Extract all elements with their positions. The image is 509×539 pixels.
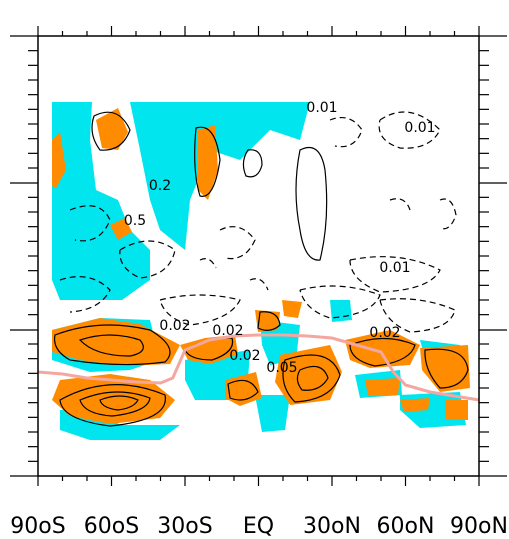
solid-contour	[91, 111, 131, 151]
positive-region	[255, 310, 280, 332]
x-tick-labels: 90oS 60oS 30oS EQ 30oN 60oN 90oN	[10, 514, 508, 539]
dashed-contour	[439, 198, 457, 230]
dashed-contour	[329, 117, 363, 148]
dashed-contour	[159, 294, 241, 326]
positive-region	[225, 372, 262, 406]
x-tick-label: 90oN	[450, 514, 508, 539]
solid-contour	[295, 146, 328, 261]
positive-region	[96, 108, 128, 150]
positive-region	[345, 330, 420, 368]
positive-region	[110, 218, 132, 240]
positive-region	[198, 125, 218, 200]
solid-contour	[53, 324, 171, 366]
positive-region	[180, 335, 238, 364]
positive-region	[400, 398, 430, 412]
dashed-contour	[299, 285, 381, 319]
positive-region	[445, 400, 468, 420]
contour-lines	[53, 111, 469, 427]
contour-label: 0.2	[149, 178, 171, 194]
solid-contour	[296, 365, 329, 391]
x-tick-label: 90oS	[10, 514, 65, 539]
contour-label: 0.01	[404, 120, 435, 136]
contour-label: 0.01	[306, 100, 337, 116]
positive-region	[365, 378, 400, 396]
overlay-curve	[37, 333, 480, 402]
negative-region	[255, 395, 290, 432]
contour-label: 0.02	[212, 323, 243, 339]
solid-contour	[349, 337, 416, 367]
contour-label: 0.5	[124, 213, 146, 229]
solid-contour	[78, 334, 144, 357]
solid-contour	[194, 126, 221, 197]
solid-contour	[227, 379, 259, 401]
negative-region	[330, 300, 352, 322]
contour-label: 0.05	[266, 360, 297, 376]
x-tick-label: 30oS	[157, 514, 212, 539]
dashed-contour	[119, 240, 176, 279]
contour-label: 0.02	[159, 318, 190, 334]
positive-region	[275, 345, 342, 405]
positive-region	[52, 132, 66, 188]
dashed-contour	[249, 278, 269, 291]
x-tick-label: 60oN	[377, 514, 435, 539]
solid-contour	[242, 149, 263, 178]
dashed-contour	[59, 276, 111, 313]
contour-label: 0.02	[229, 348, 260, 364]
negative-region	[52, 102, 150, 300]
solid-contour	[282, 354, 341, 403]
overlay-line	[37, 333, 480, 402]
dashed-contour	[199, 258, 217, 269]
contour-label: 0.01	[379, 260, 410, 276]
dashed-contour	[389, 198, 411, 211]
positive-region	[282, 300, 302, 318]
shaded-regions	[52, 102, 470, 440]
solid-contour	[99, 395, 139, 411]
solid-contour	[257, 311, 281, 331]
contour-label: 0.02	[369, 325, 400, 341]
contour-labels: 0.01 0.01 0.02 0.02 0.2 0.5 0.02 0.02 0.05 0.01	[124, 100, 436, 376]
x-tick-label: 60oS	[84, 514, 139, 539]
x-tick-label: 30oN	[303, 514, 361, 539]
solid-contour	[424, 348, 469, 389]
dashed-contour	[379, 298, 456, 333]
dashed-contour	[349, 256, 441, 293]
negative-region	[130, 102, 310, 250]
axis-ticks	[10, 26, 507, 486]
dashed-contour	[219, 226, 256, 260]
solid-contour	[59, 384, 166, 427]
positive-region	[420, 345, 470, 392]
x-tick-label: EQ	[243, 514, 274, 539]
solid-contour	[79, 391, 151, 417]
positive-region	[52, 374, 175, 424]
dashed-contour	[378, 111, 441, 149]
